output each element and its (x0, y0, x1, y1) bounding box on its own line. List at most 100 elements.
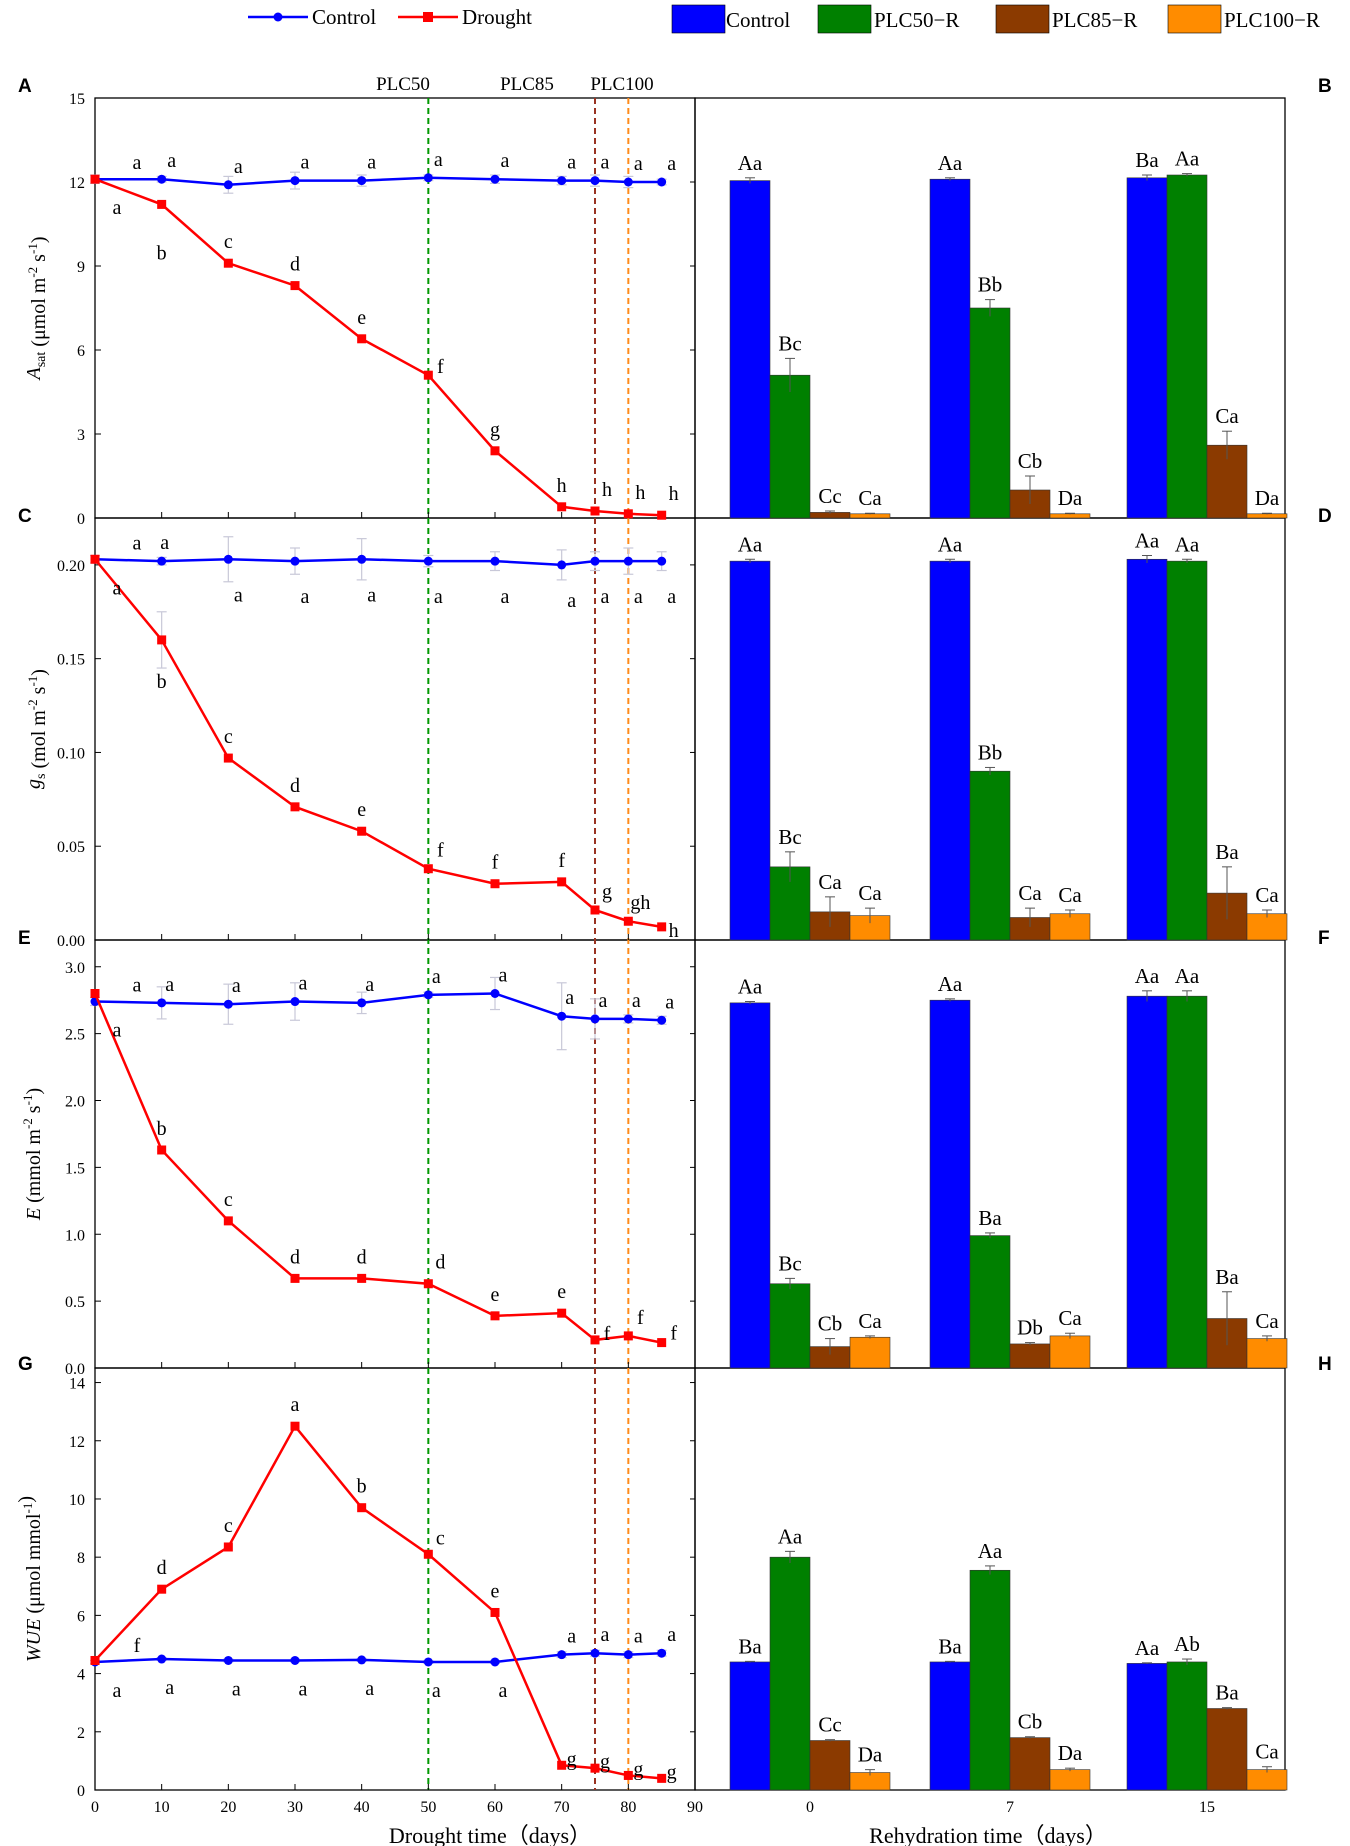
drought-point-label: g (490, 419, 500, 441)
bar-label: Aa (738, 532, 763, 556)
marker-control (290, 176, 300, 186)
control-point-label: a (601, 1624, 610, 1646)
marker-control (157, 998, 167, 1008)
control-point-label: a (113, 1680, 122, 1702)
drought-point-label: d (157, 1557, 167, 1579)
bar-label: Cb (1018, 449, 1043, 473)
drought-point-label: c (224, 726, 233, 748)
bar-control-0 (729, 180, 771, 519)
bar-label: Ca (858, 486, 882, 510)
y-tick-label: 0.05 (57, 839, 85, 856)
bar-label: Aa (978, 1539, 1003, 1563)
marker-drought (157, 1584, 167, 1594)
control-point-label: a (499, 965, 508, 987)
panel-label-D: D (1318, 506, 1332, 527)
drought-point-label: b (157, 242, 167, 264)
marker-drought (557, 502, 567, 512)
panel-label-C: C (18, 506, 32, 527)
control-point-label: a (165, 1677, 174, 1699)
bar-label: Ba (738, 1634, 762, 1658)
bar-label: Aa (778, 1524, 803, 1548)
control-point-label: a (367, 152, 376, 174)
control-point-label: a (299, 1678, 308, 1700)
drought-point-label: h (635, 482, 645, 504)
y-tick-label: 6 (77, 343, 85, 360)
series-line-drought (94, 178, 662, 517)
plots: PLC50 PLC85 PLC100 A B 0 3 6 9 12 15 Asat (μmol m-2… (15, 74, 1332, 1816)
control-point-label: a (634, 153, 643, 175)
control-point-label: a (365, 974, 374, 996)
x-tick-label: 10 (154, 1799, 170, 1816)
bar-legend-swatch-0 (671, 4, 726, 34)
bar-plc50-r-0 (769, 1556, 811, 1791)
bar-label: Ca (858, 881, 882, 905)
marker-drought (157, 199, 167, 209)
marker-control (657, 556, 667, 566)
marker-drought (423, 1549, 433, 1559)
bar-plc100-r-7 (1049, 913, 1091, 941)
drought-point-label: a (133, 975, 142, 997)
bar-label: Aa (738, 975, 763, 999)
drought-point-label: b (157, 671, 167, 693)
bar-label: Cc (818, 484, 841, 508)
control-point-label: a (665, 991, 674, 1013)
marker-drought (90, 174, 100, 184)
marker-control (423, 990, 433, 1000)
bar-label: Ca (1255, 883, 1279, 907)
marker-drought (157, 1145, 167, 1155)
y-tick-label: 9 (77, 259, 85, 276)
bar-control-15 (1126, 1663, 1168, 1791)
drought-point-label: d (290, 254, 300, 276)
drought-point-label: a (291, 1394, 300, 1416)
control-point-label: a (432, 966, 441, 988)
drought-point-label: f (437, 840, 444, 862)
x-tick-label: 50 (420, 1799, 436, 1816)
series-line-drought (94, 558, 662, 929)
bar-control-7 (929, 999, 971, 1369)
marker-drought (490, 879, 500, 889)
control-point-label: a (634, 1626, 643, 1648)
marker-drought (557, 877, 567, 887)
marker-control (590, 176, 600, 186)
control-point-label: a (567, 1626, 576, 1648)
marker-drought (590, 1335, 600, 1345)
y-tick-label: 14 (69, 1376, 85, 1393)
legend-drought-marker (423, 12, 433, 22)
control-point-label: a (632, 990, 641, 1012)
y-axis-label-C: gs (mol m-2 s-1) (23, 669, 50, 789)
marker-drought (557, 1760, 567, 1770)
drought-point-label: f (558, 850, 565, 872)
control-point-label: a (365, 1678, 374, 1700)
marker-drought (490, 1311, 500, 1321)
vline-label-plc50: PLC50 (376, 74, 430, 95)
marker-control (490, 989, 500, 998)
marker-drought (657, 922, 667, 932)
bar-label: Da (1255, 486, 1280, 510)
y-tick-label: 2.5 (65, 1027, 85, 1044)
y-axis-label-G: WUE (μmol mmol-1) (15, 1496, 45, 1662)
panel-label-H: H (1318, 1354, 1332, 1375)
marker-drought (490, 446, 500, 456)
marker-control (623, 1014, 633, 1024)
x-tick-label: 40 (354, 1799, 370, 1816)
bar-label: Aa (938, 532, 963, 556)
bar-plc100-r-7 (1049, 513, 1091, 519)
bar-label: Cc (818, 1713, 841, 1737)
drought-point-label: e (491, 1580, 500, 1602)
marker-drought (423, 370, 433, 380)
bar-label: Ba (1215, 840, 1239, 864)
control-point-label: a (232, 975, 241, 997)
control-point-label: a (367, 584, 376, 606)
control-point-label: a (301, 586, 310, 608)
bar-label: Aa (1135, 529, 1160, 553)
control-point-label: a (432, 1680, 441, 1702)
marker-control (357, 176, 367, 186)
bar-plc100-r-0 (849, 1336, 891, 1369)
control-point-label: a (113, 1020, 122, 1042)
bar-control-7 (929, 1661, 971, 1791)
marker-control (290, 997, 300, 1007)
bar-plc85-r-15 (1206, 1708, 1248, 1791)
drought-point-label: g (602, 881, 612, 903)
panel-label-G: G (18, 1354, 33, 1375)
bar-plc50-r-15 (1166, 174, 1208, 519)
